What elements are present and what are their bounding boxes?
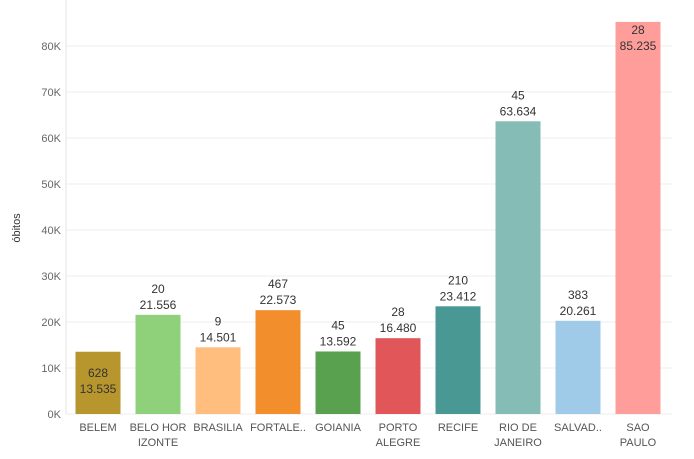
category-label: JANEIRO <box>494 437 542 449</box>
x-axis: BELEM BELO HOR IZONTE BRASILIA FORTALE.. GOIA… <box>79 422 656 449</box>
secondary-label: 20 <box>151 282 165 296</box>
secondary-label: 9 <box>215 314 222 328</box>
secondary-label: 383 <box>568 288 588 302</box>
category-label: FORTALE.. <box>250 422 306 434</box>
secondary-label: 28 <box>631 23 645 37</box>
secondary-label: 628 <box>88 366 108 380</box>
bar <box>75 351 121 414</box>
value-label: 14.501 <box>200 330 237 344</box>
bar <box>255 310 301 414</box>
category-label: SAO <box>626 422 650 434</box>
y-tick-label: 50K <box>41 179 61 191</box>
bar <box>135 314 181 414</box>
bar <box>375 338 421 414</box>
bar <box>615 21 661 414</box>
bar <box>495 121 541 414</box>
y-tick-label: 0K <box>48 409 62 421</box>
secondary-label: 28 <box>391 305 405 319</box>
secondary-label: 467 <box>268 277 288 291</box>
category-label: RECIFE <box>438 422 478 434</box>
category-label: BELEM <box>79 422 116 434</box>
y-axis: 0K 10K 20K 30K 40K 50K 60K 70K 80K <box>41 0 67 421</box>
bars <box>75 21 661 414</box>
category-label: SALVAD.. <box>554 422 602 434</box>
value-label: 13.592 <box>320 334 357 348</box>
value-label: 16.480 <box>380 321 417 335</box>
bar <box>315 351 361 414</box>
value-label: 13.535 <box>80 382 117 396</box>
category-label: RIO DE <box>499 422 537 434</box>
category-label: GOIANIA <box>315 422 362 434</box>
y-tick-label: 30K <box>41 271 61 283</box>
category-label: IZONTE <box>138 437 178 449</box>
y-tick-label: 20K <box>41 317 61 329</box>
value-label: 63.634 <box>500 104 537 118</box>
secondary-label: 45 <box>511 88 525 102</box>
secondary-label: 210 <box>448 273 468 287</box>
bar <box>435 306 481 414</box>
data-labels: 628 13.535 20 21.556 9 14.501 467 22.573 45 13.59… <box>80 23 657 396</box>
category-label: PORTO <box>379 422 418 434</box>
value-label: 22.573 <box>260 293 297 307</box>
y-tick-label: 70K <box>41 87 61 99</box>
y-tick-label: 60K <box>41 133 61 145</box>
y-tick-label: 80K <box>41 41 61 53</box>
category-label: ALEGRE <box>376 437 421 449</box>
value-label: 23.412 <box>440 289 477 303</box>
value-label: 21.556 <box>140 298 177 312</box>
bar <box>195 347 241 414</box>
secondary-label: 45 <box>331 318 345 332</box>
category-label: BRASILIA <box>193 422 243 434</box>
bar <box>555 320 601 414</box>
category-label: BELO HOR <box>130 422 187 434</box>
category-label: PAULO <box>620 437 657 449</box>
y-tick-label: 40K <box>41 225 61 237</box>
y-tick-label: 10K <box>41 363 61 375</box>
y-axis-label: óbitos <box>11 213 23 243</box>
value-label: 85.235 <box>620 39 657 53</box>
value-label: 20.261 <box>560 304 597 318</box>
